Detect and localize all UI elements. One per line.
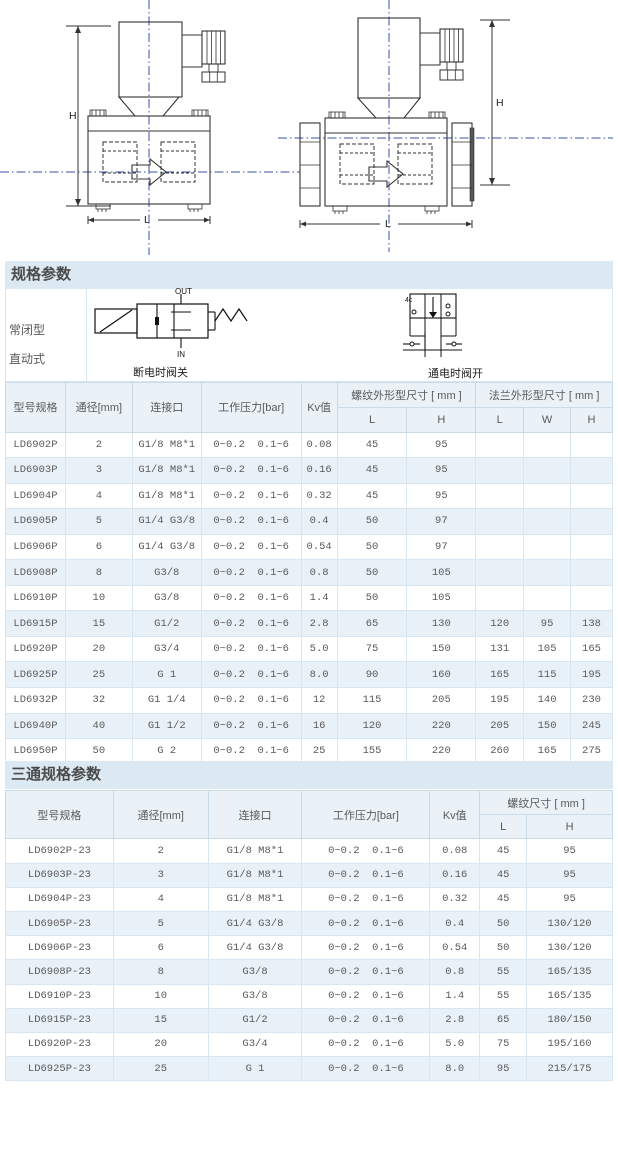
svg-text:4c: 4c: [405, 297, 413, 304]
svg-text:H: H: [69, 110, 77, 122]
svg-text:L: L: [385, 218, 391, 230]
svg-text:L: L: [144, 214, 150, 226]
svg-text:OUT: OUT: [175, 287, 192, 296]
svg-text:IN: IN: [177, 350, 185, 359]
svg-text:通电时阀开: 通电时阀开: [428, 366, 483, 380]
svg-text:H: H: [496, 97, 504, 109]
svg-text:断电时阀关: 断电时阀关: [133, 365, 188, 379]
